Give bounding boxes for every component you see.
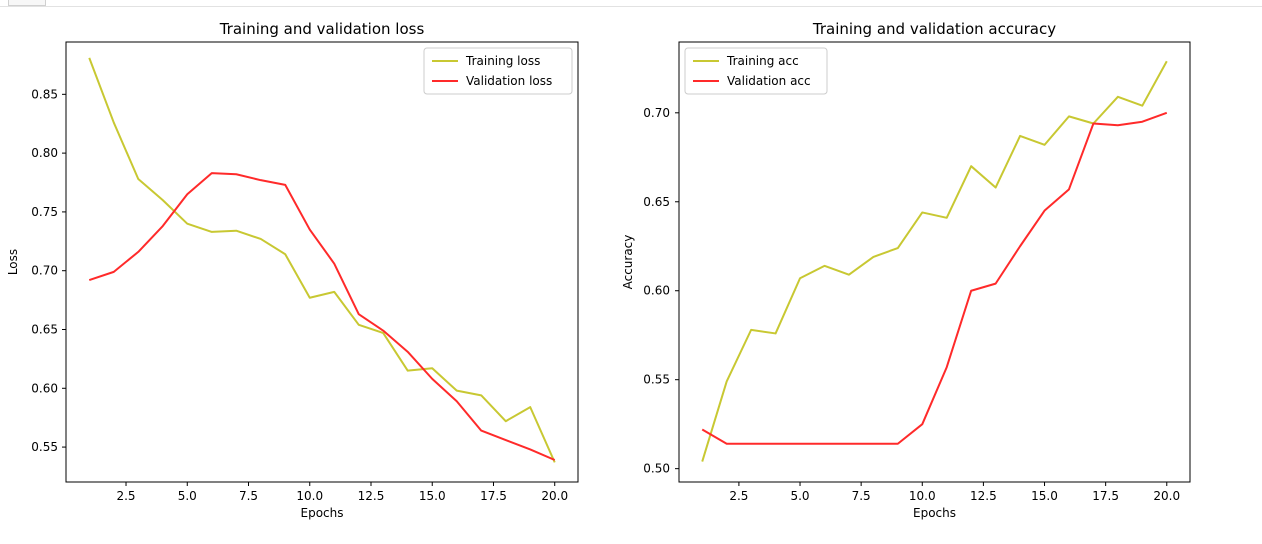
loss-chart: Training and validation loss 2.5 5.0 7.5 10.…	[6, 20, 579, 520]
series-line-training	[88, 57, 556, 463]
x-tick-label: 10.0	[296, 489, 323, 503]
x-tick-label: 2.5	[729, 489, 748, 503]
accuracy-chart: Training and validation accuracy 2.5 5.0 7.…	[621, 20, 1191, 520]
y-tick-label: 0.75	[31, 205, 58, 219]
legend-label: Training loss	[465, 54, 540, 68]
y-tick-label: 0.80	[31, 146, 58, 160]
x-tick-label: 7.5	[852, 489, 871, 503]
x-tick-label: 10.0	[909, 489, 936, 503]
legend-box	[423, 47, 573, 95]
x-tick-label: 7.5	[239, 489, 258, 503]
x-tick-label: 20.0	[1153, 489, 1180, 503]
series-line-training	[701, 60, 1168, 462]
y-tick-label: 0.85	[31, 87, 58, 101]
series-line-validation	[88, 172, 556, 461]
x-tick-label: 5.0	[790, 489, 809, 503]
x-tick-label: 2.5	[116, 489, 135, 503]
y-tick-label: 0.60	[643, 284, 670, 298]
series-line-validation	[701, 111, 1168, 445]
x-axis-label: Epochs	[301, 506, 344, 520]
output-tab[interactable]	[8, 0, 46, 6]
x-tick-label: 12.5	[358, 489, 385, 503]
legend-label: Validation loss	[466, 74, 552, 88]
plot-frame	[678, 41, 1191, 483]
y-tick-label: 0.70	[643, 106, 670, 120]
legend-label: Validation acc	[727, 74, 811, 88]
x-tick-label: 15.0	[1031, 489, 1058, 503]
y-tick-label: 0.50	[643, 462, 670, 476]
y-tick-label: 0.60	[31, 381, 58, 395]
x-tick-label: 20.0	[541, 489, 568, 503]
y-axis-label: Accuracy	[621, 235, 635, 290]
y-tick-label: 0.55	[643, 373, 670, 387]
y-tick-label: 0.65	[31, 322, 58, 336]
y-axis-label: Loss	[6, 249, 20, 275]
legend: Training loss Validation loss	[423, 47, 573, 95]
y-tick-label: 0.55	[31, 440, 58, 454]
x-tick-label: 12.5	[970, 489, 997, 503]
notebook-output-toolbar	[0, 0, 1262, 7]
legend-box	[684, 47, 828, 95]
chart-title: Training and validation accuracy	[812, 20, 1056, 38]
chart-title: Training and validation loss	[219, 20, 425, 38]
legend: Training acc Validation acc	[684, 47, 828, 95]
plot-frame	[65, 41, 579, 483]
x-tick-label: 5.0	[178, 489, 197, 503]
x-axis-label: Epochs	[913, 506, 956, 520]
x-tick-label: 17.5	[480, 489, 507, 503]
x-tick-label: 15.0	[419, 489, 446, 503]
y-tick-label: 0.70	[31, 264, 58, 278]
x-tick-label: 17.5	[1092, 489, 1119, 503]
legend-label: Training acc	[726, 54, 799, 68]
y-tick-label: 0.65	[643, 195, 670, 209]
